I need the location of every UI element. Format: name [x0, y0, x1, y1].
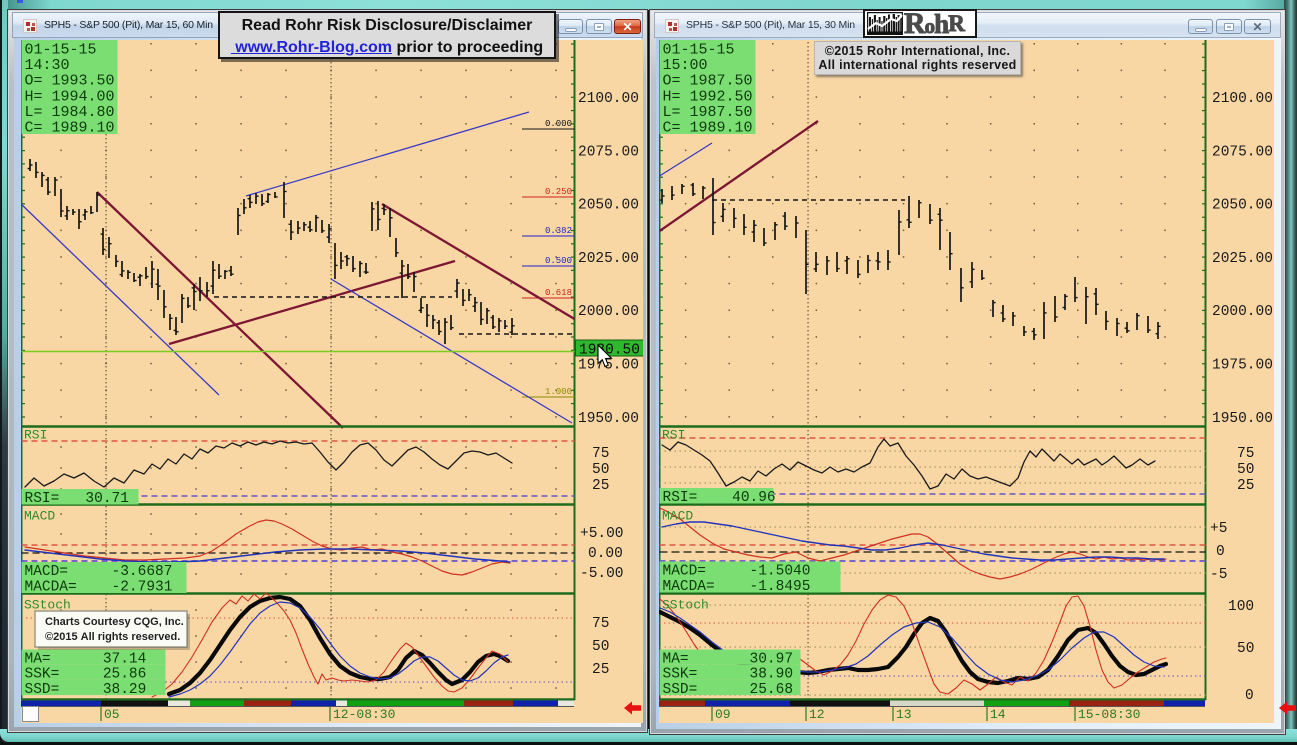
svg-text:SSK= 25.86: SSK= 25.86: [25, 667, 147, 683]
svg-text:1950.00: 1950.00: [578, 411, 639, 427]
svg-text:100: 100: [1228, 599, 1254, 615]
svg-text:2025.00: 2025.00: [1212, 251, 1273, 267]
svg-text:12: 12: [809, 707, 825, 722]
svg-text:50: 50: [592, 462, 609, 478]
svg-text:2075.00: 2075.00: [578, 144, 639, 160]
svg-text:01-15-15: 01-15-15: [663, 42, 735, 59]
svg-text:0.500: 0.500: [545, 256, 572, 266]
svg-text:L= 1984.80: L= 1984.80: [25, 104, 115, 121]
svg-text:H= 1992.50: H= 1992.50: [663, 88, 753, 105]
svg-text:MACDA= -2.7931: MACDA= -2.7931: [25, 580, 173, 596]
svg-text:RSI: RSI: [662, 428, 685, 443]
svg-text:25: 25: [1237, 478, 1254, 494]
svg-text:25: 25: [592, 478, 609, 494]
svg-text:2100.00: 2100.00: [578, 91, 639, 107]
svg-text:MACD= -1.5040: MACD= -1.5040: [663, 564, 811, 580]
svg-text:MA= 37.14: MA= 37.14: [25, 652, 147, 668]
svg-text:50: 50: [592, 639, 609, 655]
svg-text:1950.00: 1950.00: [1212, 411, 1273, 427]
svg-text:2075.00: 2075.00: [1212, 144, 1273, 160]
svg-text:12-08:30: 12-08:30: [333, 707, 395, 722]
svg-text:C= 1989.10: C= 1989.10: [25, 120, 115, 137]
svg-text:1.000: 1.000: [545, 387, 572, 397]
svg-text:0.00: 0.00: [588, 546, 623, 562]
svg-text:2050.00: 2050.00: [578, 198, 639, 214]
svg-text:15-08:30: 15-08:30: [1078, 707, 1140, 722]
svg-text:05: 05: [104, 707, 120, 722]
svg-text:0.000: 0.000: [545, 119, 572, 129]
svg-text:MA= 30.97: MA= 30.97: [663, 652, 794, 668]
svg-text:15:00: 15:00: [663, 57, 708, 74]
svg-text:MACD: MACD: [662, 509, 693, 524]
svg-text:0: 0: [1245, 688, 1254, 704]
svg-text:+5: +5: [1210, 521, 1227, 537]
svg-text:SSD= 38.29: SSD= 38.29: [25, 682, 147, 698]
svg-text:2000.00: 2000.00: [1212, 304, 1273, 320]
svg-text:SSD= 25.68: SSD= 25.68: [663, 682, 794, 698]
svg-text:14: 14: [990, 707, 1006, 722]
svg-text:SStoch: SStoch: [24, 598, 71, 613]
svg-text:75: 75: [592, 616, 609, 632]
svg-text:Charts Courtesy CQG, Inc.: Charts Courtesy CQG, Inc.: [45, 616, 184, 628]
svg-text:1980.50: 1980.50: [579, 343, 640, 359]
svg-text:SSK= 38.90: SSK= 38.90: [663, 667, 794, 683]
svg-text:©2015 All rights reserved.: ©2015 All rights reserved.: [45, 631, 180, 643]
svg-text:50: 50: [1237, 462, 1254, 478]
svg-text:0.382: 0.382: [545, 226, 572, 236]
svg-text:+5.00: +5.00: [580, 526, 624, 542]
svg-text:-5.00: -5.00: [580, 566, 624, 582]
svg-text:0: 0: [1216, 544, 1225, 560]
svg-text:SStoch: SStoch: [662, 598, 709, 613]
svg-text:50: 50: [1237, 641, 1254, 657]
svg-text:-5: -5: [1210, 567, 1227, 583]
svg-text:MACD= -3.6687: MACD= -3.6687: [25, 564, 173, 580]
svg-text:O= 1993.50: O= 1993.50: [25, 73, 115, 90]
svg-text:01-15-15: 01-15-15: [25, 42, 97, 59]
svg-text:2100.00: 2100.00: [1212, 91, 1273, 107]
svg-text:2050.00: 2050.00: [1212, 198, 1273, 214]
svg-text:13: 13: [896, 707, 912, 722]
svg-text:L= 1987.50: L= 1987.50: [663, 104, 753, 121]
svg-text:RSI= 30.71: RSI= 30.71: [25, 491, 129, 507]
svg-text:RSI= 40.96: RSI= 40.96: [663, 490, 776, 506]
svg-text:09: 09: [715, 707, 731, 722]
svg-text:0.250: 0.250: [545, 187, 572, 197]
svg-text:RSI: RSI: [24, 428, 47, 443]
svg-text:75: 75: [1237, 446, 1254, 462]
svg-text:O= 1987.50: O= 1987.50: [663, 73, 753, 90]
svg-text:1975.00: 1975.00: [1212, 358, 1273, 374]
svg-text:H= 1994.00: H= 1994.00: [25, 88, 115, 105]
svg-text:14:30: 14:30: [25, 57, 70, 74]
svg-text:2000.00: 2000.00: [578, 304, 639, 320]
svg-text:25: 25: [592, 662, 609, 678]
svg-text:C= 1989.10: C= 1989.10: [663, 120, 753, 137]
svg-text:75: 75: [592, 446, 609, 462]
svg-text:MACD: MACD: [24, 509, 55, 524]
svg-text:MACDA= -1.8495: MACDA= -1.8495: [663, 579, 811, 595]
svg-text:2025.00: 2025.00: [578, 251, 639, 267]
svg-text:0.618: 0.618: [545, 288, 572, 298]
